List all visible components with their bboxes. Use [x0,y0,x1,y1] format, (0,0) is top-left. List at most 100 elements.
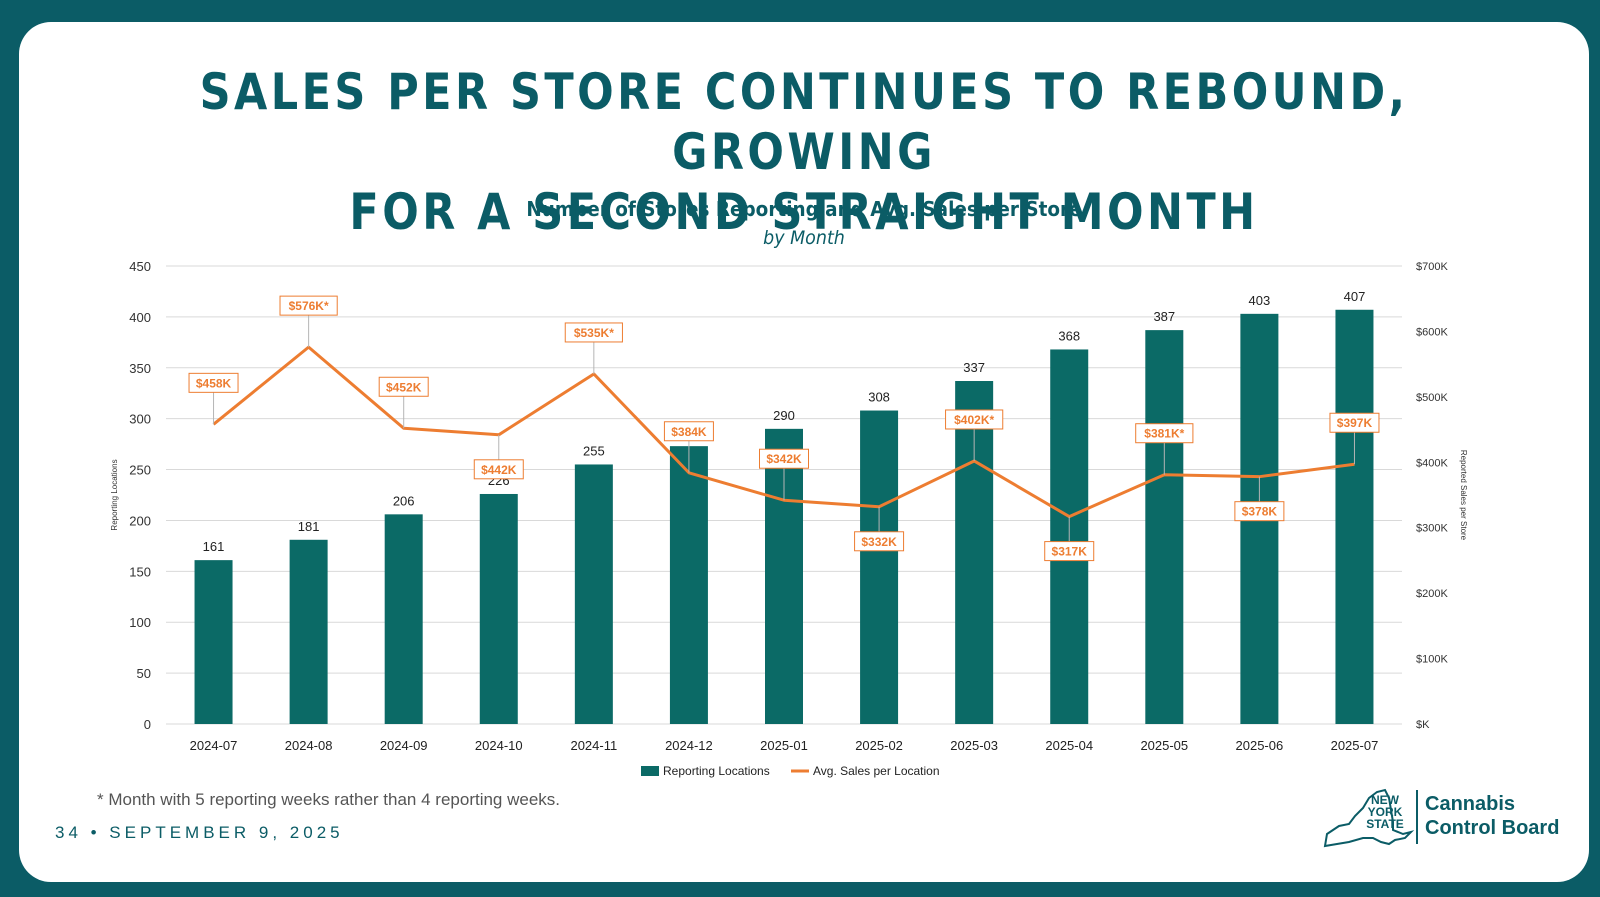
x-tick-label: 2025-07 [1331,738,1379,753]
line-data-label-box [279,295,338,316]
y-tick-label: 450 [129,259,151,274]
y2-tick-label: $K [1416,719,1430,731]
line-data-label: $342K [766,452,802,466]
line-data-label-box [1044,541,1095,562]
line-data-label-box [564,322,623,343]
x-tick-label: 2025-06 [1236,738,1284,753]
y2-tick-label: $600K [1416,326,1448,338]
y2-tick-label: $100K [1416,654,1448,666]
line-data-label: $452K [386,380,422,394]
y-tick-label: 50 [137,666,151,681]
line-data-label: $397K [1337,416,1373,430]
nys-wordmark: NEW YORK STATE [1357,794,1413,830]
y2-tick-label: $500K [1416,392,1448,404]
y-tick-label: 150 [129,564,151,579]
line-data-label: $381K* [1144,427,1184,441]
y-tick-label: 0 [144,717,151,732]
nys-ccb-logo: NEW YORK STATE Cannabis Control Board [1319,786,1569,856]
bar-data-label: 181 [298,519,320,534]
x-tick-label: 2024-08 [285,738,333,753]
slide-card: SALES PER STORE CONTINUES TO REBOUND, GR… [19,22,1589,882]
bar [384,514,423,724]
line-data-label: $332K [861,535,897,549]
y2-tick-label: $400K [1416,457,1448,469]
x-tick-label: 2025-05 [1140,738,1188,753]
x-tick-label: 2025-02 [855,738,903,753]
slide-title-line-1: SALES PER STORE CONTINUES TO REBOUND, GR… [199,63,1409,181]
line-data-label: $442K [481,463,517,477]
ccb-line-1: Cannabis [1425,793,1516,815]
line-data-label-box [1329,412,1380,433]
line-data-label-box [188,372,239,393]
line-data-label: $378K [1242,505,1278,519]
bar-data-label: 206 [393,493,415,508]
x-tick-label: 2024-09 [380,738,428,753]
line-data-label: $384K [671,425,707,439]
line-data-label-box [854,531,905,552]
bar-data-label: 308 [868,390,890,405]
y-tick-label: 200 [129,513,151,528]
bar-data-label: 290 [773,408,795,423]
bar [289,539,328,724]
bar-data-label: 407 [1344,289,1366,304]
bar-data-label: 368 [1058,328,1080,343]
chart-subtitle: by Month [763,227,845,249]
line-data-label-box [759,448,809,469]
x-tick-label: 2024-11 [570,738,617,753]
line-data-label: $535K* [574,326,614,340]
bar-data-label: 337 [963,360,985,375]
nys-line-1: NEW [1371,793,1399,807]
line-data-label: $458K [196,376,232,390]
y-tick-label: 250 [129,463,151,478]
y2-axis-label: Reported Sales per Store [1459,450,1468,541]
y-tick-label: 350 [129,361,151,376]
line-data-label-box [1234,501,1285,522]
y2-tick-label: $300K [1416,523,1448,535]
x-tick-label: 2025-03 [950,738,998,753]
bar [479,493,518,724]
y-tick-label: 300 [129,412,151,427]
line-data-label-box [945,409,1004,430]
y-tick-label: 100 [129,615,151,630]
bar-data-label: 161 [203,539,225,554]
line-data-label: $576K* [289,299,329,313]
ccb-wordmark: Cannabis Control Board [1425,792,1559,840]
bar [1145,330,1184,724]
slide-title: SALES PER STORE CONTINUES TO REBOUND, GR… [129,62,1479,242]
x-tick-label: 2025-01 [760,738,808,753]
legend-label-line: Avg. Sales per Location [813,764,940,778]
line-data-label: $317K [1052,545,1088,559]
chart-title: Number of Stores Reporting and Avg. Sale… [526,197,1082,221]
bar [194,560,233,724]
y2-tick-label: $200K [1416,588,1448,600]
x-tick-label: 2024-10 [475,738,523,753]
x-tick-label: 2024-12 [665,738,713,753]
legend-label-bars: Reporting Locations [663,764,770,778]
line-data-label: $402K* [954,413,994,427]
nys-line-2: YORK [1367,805,1403,819]
bar [1335,309,1374,724]
nys-line-3: STATE [1366,817,1404,831]
y2-tick-label: $700K [1416,261,1448,273]
logo-divider [1416,790,1418,844]
bar-data-label: 403 [1249,293,1271,308]
bar-data-label: 255 [583,443,605,458]
footnote: * Month with 5 reporting weeks rather th… [97,790,561,809]
line-data-label-box [378,376,429,397]
new-york-state-outline-icon [1323,788,1415,848]
line-data-label-box [1135,423,1194,444]
bar-data-label: 387 [1153,309,1175,324]
y-axis-label: Reporting Locations [110,459,119,530]
bar [574,464,613,724]
bar [860,410,899,724]
x-tick-label: 2024-07 [190,738,238,753]
combo-chart: 0 50 100 150 200 250 300 350 400 450 $K $100K $200K $… [110,259,1468,778]
slide-title-line-2: FOR A SECOND STRAIGHT MONTH [349,183,1259,241]
y-tick-label: 400 [129,310,151,325]
bar [669,446,708,724]
legend-swatch-bars [641,766,659,776]
line-data-label-box [663,421,714,442]
slide-footer: 34 • SEPTEMBER 9, 2025 [55,823,344,842]
x-tick-label: 2025-04 [1045,738,1093,753]
ccb-line-2: Control Board [1425,817,1560,839]
